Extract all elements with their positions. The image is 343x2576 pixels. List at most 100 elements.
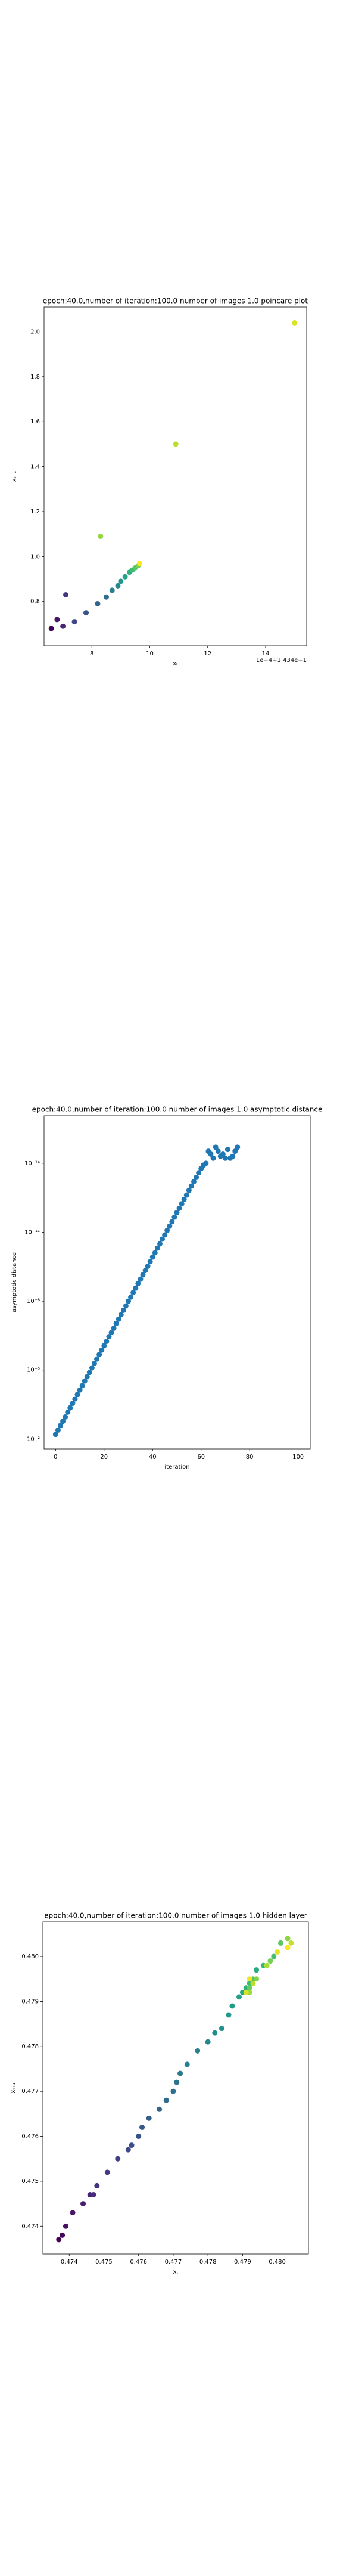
x-tick-label: 0.475: [95, 2259, 113, 2265]
point: [95, 601, 101, 607]
point: [170, 2088, 176, 2094]
point: [54, 617, 60, 623]
y-tick-label: 10⁻¹⁴: [24, 1160, 40, 1167]
point: [162, 1232, 168, 1238]
point: [247, 1985, 252, 1991]
point: [154, 1245, 160, 1251]
point: [139, 2124, 145, 2130]
point: [164, 1227, 170, 1233]
x-axis-label: iteration: [164, 1464, 189, 1470]
y-tick-label: 1.4: [30, 464, 40, 470]
point: [160, 1236, 166, 1242]
y-tick-label: 0.480: [21, 1953, 39, 1960]
y-tick-label: 0.8: [30, 599, 40, 605]
point: [219, 2026, 224, 2032]
x-tick-label: 0.477: [165, 2259, 182, 2265]
point: [213, 1144, 219, 1150]
point: [111, 1325, 117, 1331]
x-tick-label: 0.474: [61, 2259, 78, 2265]
point: [225, 1147, 231, 1153]
x-tick-label: 100: [292, 1454, 304, 1460]
y-tick-label: 2.0: [30, 329, 40, 335]
y-tick-label: 0.475: [21, 2178, 39, 2185]
x-tick-label: 0.476: [130, 2259, 147, 2265]
point: [212, 2030, 218, 2036]
point: [146, 2115, 152, 2121]
point: [82, 1378, 88, 1384]
axes-frame: [43, 1115, 311, 1450]
point: [222, 1155, 228, 1161]
point: [130, 1290, 136, 1296]
point: [174, 2079, 180, 2085]
point: [136, 2134, 142, 2140]
point: [285, 1945, 291, 1950]
point: [232, 1148, 238, 1154]
point: [254, 1967, 260, 1973]
point: [104, 2169, 110, 2175]
point: [89, 1365, 95, 1371]
point: [208, 1151, 214, 1157]
y-tick-label: 10⁻²: [27, 1436, 40, 1442]
point: [60, 2232, 66, 2238]
point: [152, 1250, 158, 1256]
point: [91, 2192, 96, 2198]
point: [136, 561, 142, 566]
x-axis-label: xₜ: [173, 661, 178, 667]
point: [94, 1356, 100, 1362]
point: [125, 2147, 131, 2153]
point: [120, 1307, 126, 1313]
point: [169, 1219, 175, 1225]
point: [179, 1201, 185, 1207]
x-tick-label: 10: [146, 651, 154, 657]
point: [48, 626, 54, 631]
y-tick-label: 0.476: [21, 2134, 39, 2140]
point: [98, 533, 104, 539]
point: [63, 1414, 68, 1420]
point: [205, 2039, 211, 2045]
point: [86, 1370, 92, 1376]
point: [288, 1940, 294, 1946]
point: [96, 1352, 102, 1358]
point: [60, 1419, 66, 1425]
y-tick-label: 0.479: [21, 1998, 39, 2005]
point: [188, 1183, 194, 1189]
y-tick-label: 1.0: [30, 553, 40, 560]
point: [115, 2156, 121, 2162]
point: [157, 1241, 163, 1247]
chart-title: epoch:40.0,number of iteration:100.0 num…: [43, 297, 308, 305]
point: [220, 1151, 226, 1157]
point: [235, 1144, 241, 1150]
point: [123, 1303, 129, 1309]
point: [115, 583, 121, 589]
x-axis-label: xₜ: [173, 2269, 179, 2275]
y-tick-label: 10⁻⁵: [27, 1367, 40, 1374]
point: [196, 1170, 202, 1176]
point: [71, 619, 77, 625]
point: [104, 594, 110, 600]
point: [126, 1298, 132, 1304]
y-tick-label: 10⁻¹¹: [24, 1229, 40, 1236]
point: [250, 1980, 256, 1986]
y-axis-label: xₜ₊₁: [11, 471, 18, 482]
y-tick-label: 1.8: [30, 374, 40, 380]
x-tick-label: 20: [100, 1454, 108, 1460]
chart-title: epoch:40.0,number of iteration:100.0 num…: [44, 1912, 307, 1920]
point: [167, 1223, 173, 1229]
x-tick-label: 0.479: [234, 2259, 251, 2265]
point: [109, 587, 115, 593]
point: [60, 623, 66, 629]
point: [254, 1976, 260, 1982]
point: [229, 2003, 235, 2009]
point: [292, 320, 298, 326]
x-tick-label: 14: [262, 651, 270, 657]
point: [122, 574, 128, 580]
point: [236, 1994, 242, 2000]
point: [173, 441, 179, 447]
point: [99, 1347, 105, 1353]
y-axis-label: xₜ₊₁: [10, 2082, 17, 2093]
point: [210, 1155, 216, 1161]
point: [271, 1953, 277, 1959]
point: [94, 2182, 100, 2188]
point: [55, 1427, 61, 1433]
